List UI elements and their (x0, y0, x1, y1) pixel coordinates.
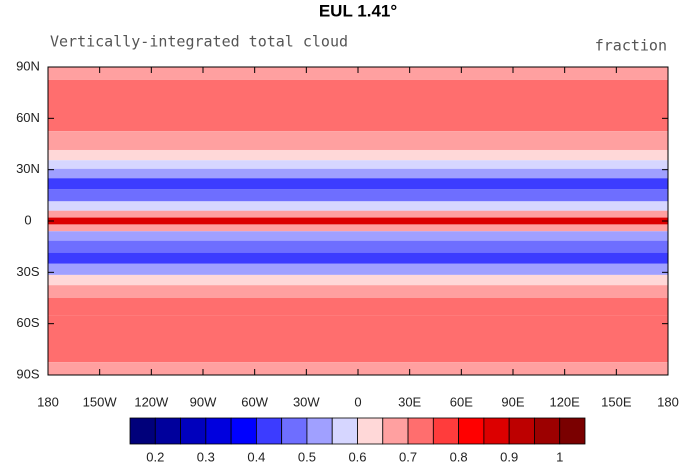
colorbar-label: 0.6 (348, 449, 366, 464)
contour-band (48, 149, 668, 161)
y-tick-label: 30S (16, 264, 39, 279)
colorbar-label: 0.3 (197, 449, 215, 464)
colorbar-box (432, 417, 460, 445)
contour-band (48, 189, 668, 202)
contour-band (48, 274, 668, 286)
x-tick-label: 120E (549, 394, 580, 409)
colorbar-box (357, 417, 384, 445)
colorbar-box (483, 417, 510, 445)
colorbar-label: 0.9 (500, 449, 518, 464)
contour-band (48, 168, 668, 179)
contour-band (48, 336, 668, 363)
x-tick-label: 90W (190, 394, 217, 409)
colorbar-box (534, 417, 561, 445)
colorbar-label: 0.5 (298, 449, 316, 464)
colorbar-box (230, 417, 257, 445)
y-tick-label: 90S (16, 366, 39, 381)
contour-band (48, 105, 668, 132)
x-tick-label: 180 (37, 394, 59, 409)
y-tick-label: 60N (16, 110, 40, 125)
contour-band (48, 315, 668, 337)
colorbar-box (180, 417, 207, 445)
contour-band (48, 217, 668, 225)
right-string: fraction (595, 37, 667, 55)
x-tick-label: 150E (601, 394, 632, 409)
colorbar-box (407, 417, 434, 445)
x-tick-label: 150W (83, 394, 118, 409)
contour-band (48, 160, 668, 169)
y-tick-label: 30N (16, 161, 40, 176)
x-tick-label: 30W (293, 394, 320, 409)
contour-band (48, 240, 668, 253)
contour-band (48, 224, 668, 232)
x-tick-label: 90E (501, 394, 524, 409)
colorbar-box (154, 417, 181, 445)
contour-band (48, 298, 668, 316)
x-tick-label: 0 (354, 394, 361, 409)
contour-band (48, 79, 668, 106)
colorbar-box (508, 417, 535, 445)
colorbar-label: 0.4 (247, 449, 265, 464)
colorbar-box (458, 417, 485, 445)
y-tick-label: 90N (16, 58, 40, 73)
contour-band (48, 285, 668, 298)
y-tick-label: 0 (24, 212, 31, 227)
colorbar-label: 0.7 (399, 449, 417, 464)
colorbar-box (382, 417, 409, 445)
contour-band (48, 252, 668, 264)
contour-band (48, 201, 668, 211)
contour-band (48, 131, 668, 150)
colorbar-label: 0.2 (146, 449, 164, 464)
x-tick-label: 30E (398, 394, 421, 409)
colorbar-box (559, 417, 586, 445)
x-tick-label: 60E (450, 394, 473, 409)
x-tick-label: 60W (241, 394, 268, 409)
contour-band (48, 210, 668, 218)
contour-band (48, 263, 668, 275)
left-string: Vertically-integrated total cloud (50, 33, 348, 51)
y-tick-label: 60S (16, 315, 39, 330)
x-tick-label: 120W (134, 394, 169, 409)
contour-band (48, 178, 668, 190)
colorbar-box (129, 417, 156, 445)
colorbar-box (331, 417, 358, 445)
colorbar-box (255, 417, 283, 445)
colorbar-box (306, 417, 333, 445)
colorbar-box (281, 417, 308, 445)
chart-title: EUL 1.41° (319, 1, 398, 20)
colorbar-label: 1 (556, 449, 563, 464)
x-tick-label: 180 (657, 394, 679, 409)
contour-band (48, 231, 668, 241)
colorbar-label: 0.8 (450, 449, 468, 464)
colorbar-box (205, 417, 232, 445)
